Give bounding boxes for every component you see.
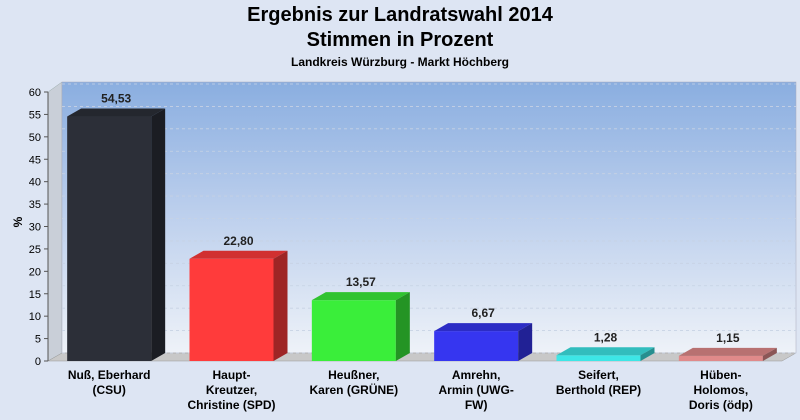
y-tick-label: 45 xyxy=(29,154,41,166)
bar-front xyxy=(434,331,519,361)
bar-front xyxy=(678,355,763,361)
y-tick-label: 50 xyxy=(29,132,41,144)
bar-front xyxy=(311,300,396,361)
bar-side xyxy=(762,347,777,361)
bars xyxy=(67,108,777,361)
category-labels: Nuß, Eberhard (CSU) Haupt-Kreutzer, Christi… xyxy=(68,368,753,412)
y-tick-label: 40 xyxy=(29,177,41,189)
y-tick-label: 15 xyxy=(29,289,41,301)
x-category-label: Seifert, Berthold (REP) xyxy=(556,368,641,397)
x-category-label: Haupt-Kreutzer, Christine (SPD) xyxy=(187,368,275,412)
y-tick-label: 10 xyxy=(29,311,41,323)
x-category-label: Amrehn, Armin (UWG-FW) xyxy=(439,368,514,412)
y-tick-label: 5 xyxy=(35,334,41,346)
chart-title: Ergebnis zur Landratswahl 2014 xyxy=(247,4,553,26)
bar-side xyxy=(395,292,410,361)
bar-top xyxy=(678,347,777,356)
y-axis: 0 5 10 15 20 25 30 35 40 45 50 55 60 xyxy=(29,87,49,368)
bar-top xyxy=(434,323,533,332)
bar-top xyxy=(556,347,655,356)
bar-value-label: 1,28 xyxy=(594,330,618,344)
bar xyxy=(434,323,533,361)
y-tick-label: 0 xyxy=(35,356,41,368)
bar xyxy=(189,250,288,361)
y-tick-label: 25 xyxy=(29,244,41,256)
y-tick-label: 55 xyxy=(29,109,41,121)
bar-value-label: 54,53 xyxy=(101,92,131,106)
bar-front xyxy=(67,116,152,361)
bar-value-label: 1,15 xyxy=(716,331,740,345)
x-category-label: Hüben-Holomos, Doris (ödp) xyxy=(689,368,753,412)
y-tick-label: 60 xyxy=(29,87,41,99)
y-tick-label: 30 xyxy=(29,222,41,234)
value-labels: 54,53 22,80 13,57 6,67 1,28 1,15 xyxy=(101,92,740,345)
y-axis-label: % xyxy=(11,216,25,227)
bar-top xyxy=(67,108,166,117)
bar-side xyxy=(151,108,166,361)
y-tick-label: 35 xyxy=(29,199,41,211)
bar-front xyxy=(556,355,641,361)
bar-front xyxy=(189,258,274,361)
bar-side xyxy=(273,250,288,361)
bar-value-label: 22,80 xyxy=(223,234,253,248)
bar xyxy=(678,347,777,361)
chart-region-subtitle: Landkreis Würzburg - Markt Höchberg xyxy=(290,55,510,69)
bar xyxy=(556,347,655,361)
bar xyxy=(67,108,166,361)
y-tick-label: 20 xyxy=(29,266,41,278)
bar-top xyxy=(189,250,288,259)
bar-top xyxy=(311,292,410,301)
x-category-label: Nuß, Eberhard (CSU) xyxy=(68,368,151,397)
grid-lines xyxy=(62,83,796,354)
bar-value-label: 13,57 xyxy=(346,275,376,289)
chart-subtitle: Stimmen in Prozent xyxy=(306,29,494,51)
bar xyxy=(311,292,410,361)
bar-side xyxy=(640,347,655,361)
bar-value-label: 6,67 xyxy=(471,306,495,320)
bar-side xyxy=(518,323,533,361)
x-category-label: Heußner, Karen (GRÜNE) xyxy=(309,368,398,397)
